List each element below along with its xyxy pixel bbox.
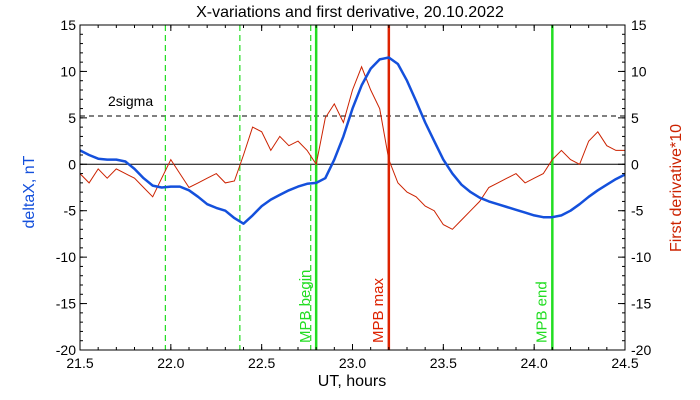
y-left-tick-label: 15 <box>60 17 76 33</box>
y-right-tick-label: -20 <box>631 342 651 358</box>
y-axis-right: -20 -15 -10 -5 0 5 10 15 <box>618 17 651 358</box>
marker-label-mpb-begin: MPB begin <box>297 270 314 343</box>
y-right-tick-label: -15 <box>631 296 651 312</box>
y-axis-left: -20 -15 -10 -5 0 5 10 15 <box>56 17 87 358</box>
x-tick-label: 23.0 <box>339 355 366 371</box>
y-right-tick-label: 5 <box>631 110 639 126</box>
x-tick-label: 22.0 <box>157 355 184 371</box>
y-right-tick-label: -10 <box>631 249 651 265</box>
x-tick-label: 24.5 <box>611 355 638 371</box>
y-left-tick-label: 10 <box>60 63 76 79</box>
y-right-tick-label: -5 <box>631 203 644 219</box>
x-tick-label: 21.5 <box>66 355 93 371</box>
y-axis-left-label: deltaX, nT <box>21 155 38 228</box>
series-line-derivative <box>79 65 625 230</box>
y-right-tick-label: 10 <box>631 63 647 79</box>
y-left-tick-label: -15 <box>56 296 76 312</box>
y-axis-right-label: First derivative*10 <box>668 124 685 252</box>
x-axis-label: UT, hours <box>318 373 386 390</box>
x-tick-label: 24.0 <box>521 355 548 371</box>
x-axis: 21.5 22.0 22.5 23.0 23.5 24.0 24.5 <box>66 25 639 371</box>
marker-label-mpb-end: MPB end <box>533 281 550 343</box>
y-right-tick-label: 15 <box>631 17 647 33</box>
y-left-tick-label: -20 <box>56 342 76 358</box>
threshold-label: 2sigma <box>108 93 153 109</box>
marker-label-mpb-max: MPB max <box>370 277 387 343</box>
chart-title: X-variations and first derivative, 20.10… <box>196 4 504 21</box>
y-left-tick-label: 5 <box>68 110 76 126</box>
series-line-deltax <box>79 56 626 225</box>
x-tick-label: 22.5 <box>248 355 275 371</box>
y-left-tick-label: -10 <box>56 249 76 265</box>
x-tick-label: 23.5 <box>430 355 457 371</box>
y-left-tick-label: -5 <box>64 203 77 219</box>
y-left-tick-label: 0 <box>68 156 76 172</box>
y-right-tick-label: 0 <box>631 156 639 172</box>
plot-area: MPB begin MPB max MPB end <box>79 25 626 350</box>
